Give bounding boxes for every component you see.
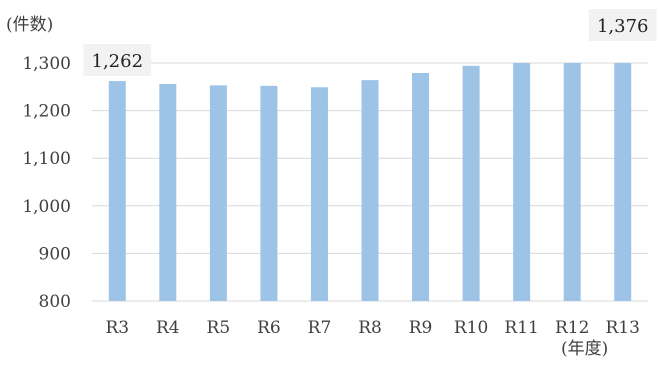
bar-R4 [159, 83, 177, 301]
x-tick-label: R8 [358, 318, 382, 338]
bar-R10 [462, 65, 480, 301]
x-axis-ticks: R3 R4 R5 R6 R7 R8 R9 R10 R11 R12 R13 [105, 318, 639, 338]
data-label-R3: 1,262 [92, 51, 144, 72]
y-axis-ticks: 800 900 1,000 1,100 1,200 1,300 [22, 54, 71, 312]
x-tick-label: R13 [606, 318, 640, 338]
x-tick-label: R10 [454, 318, 488, 338]
x-tick-label: R6 [257, 318, 281, 338]
x-tick-label: R4 [156, 318, 180, 338]
x-tick-label: R7 [308, 318, 332, 338]
y-tick-label: 900 [39, 244, 71, 264]
y-tick-label: 1,200 [22, 102, 71, 122]
x-tick-label: R3 [105, 318, 129, 338]
bars [108, 63, 632, 302]
y-tick-label: 1,300 [22, 54, 71, 74]
y-tick-label: 800 [39, 292, 71, 312]
data-label-box [83, 44, 152, 76]
bar-R5 [209, 85, 227, 301]
y-tick-label: 1,000 [22, 197, 71, 217]
bar-R11 [513, 63, 531, 301]
data-labels: 1,262 1,376 [83, 9, 657, 76]
data-label-R13: 1,376 [597, 16, 649, 37]
x-tick-label: R9 [409, 318, 433, 338]
bar-R8 [361, 80, 379, 301]
x-tick-label: R11 [504, 318, 538, 338]
bar-R7 [310, 87, 328, 301]
bar-R3 [108, 81, 126, 301]
bar-R12 [563, 63, 581, 301]
data-label-box [588, 9, 657, 41]
y-tick-label: 1,100 [22, 149, 71, 169]
bar-R6 [260, 85, 278, 302]
y-axis-unit-label: (件数) [6, 15, 53, 35]
bar-R13 [614, 63, 632, 301]
x-tick-label: R5 [207, 318, 231, 338]
x-tick-label: R12 [555, 318, 589, 338]
bar-R9 [412, 72, 430, 301]
x-axis-unit-label: (年度) [561, 339, 608, 359]
